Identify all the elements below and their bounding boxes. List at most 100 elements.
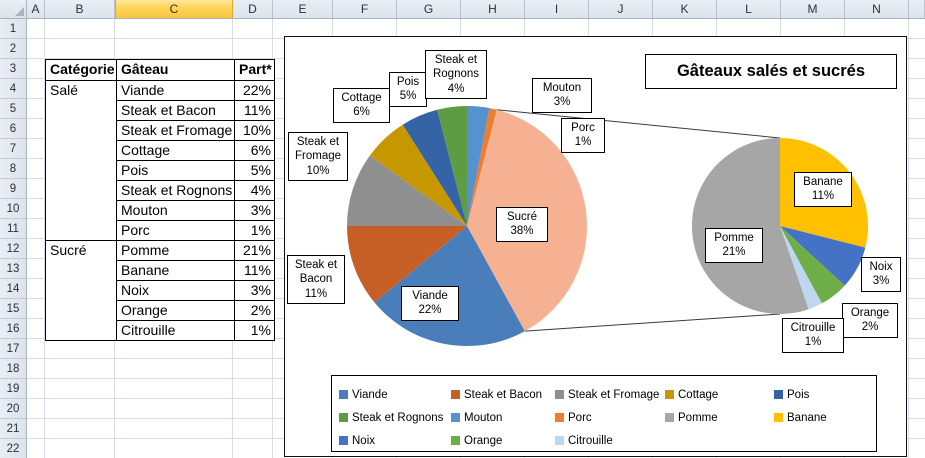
row-header-8[interactable]: 8: [0, 159, 27, 179]
row-header-6[interactable]: 6: [0, 119, 27, 139]
legend-item-porc[interactable]: Porc: [555, 406, 665, 429]
table-gateau-cell[interactable]: Orange: [116, 300, 234, 320]
table-header-cell[interactable]: Gâteau: [116, 60, 234, 80]
row-header-2[interactable]: 2: [0, 39, 27, 59]
table-gateau-cell[interactable]: Pois: [116, 160, 234, 180]
pie-data-label[interactable]: Steak et Fromage 10%: [288, 132, 348, 182]
pie-of-pie-chart[interactable]: Gâteaux salés et sucrés Steak et Fromage…: [284, 36, 907, 457]
column-header-m[interactable]: M: [781, 0, 845, 19]
table-category-cell[interactable]: Salé: [46, 80, 116, 240]
row-header-15[interactable]: 15: [0, 299, 27, 319]
legend-item-citrouille[interactable]: Citrouille: [555, 429, 665, 452]
row-header-10[interactable]: 10: [0, 199, 27, 219]
select-all-corner[interactable]: [0, 0, 27, 19]
table-gateau-cell[interactable]: Steak et Fromage: [116, 120, 234, 140]
pie-data-label[interactable]: Pomme 21%: [705, 228, 763, 263]
row-header-16[interactable]: 16: [0, 319, 27, 339]
pie-slice-secondary-orange[interactable]: [780, 226, 845, 304]
table-gateau-cell[interactable]: Steak et Bacon: [116, 100, 234, 120]
column-header-a[interactable]: A: [27, 0, 45, 19]
table-part-cell[interactable]: 1%: [234, 320, 274, 340]
legend-item-orange[interactable]: Orange: [451, 429, 555, 452]
pie-slice-secondary-noix[interactable]: [780, 226, 866, 286]
pie-slice-secondary-citrouille[interactable]: [780, 226, 822, 310]
table-category-cell[interactable]: Sucré: [46, 240, 116, 340]
row-header-12[interactable]: 12: [0, 239, 27, 259]
pie-slice-main-mouton[interactable]: [467, 105, 490, 226]
column-header-j[interactable]: J: [589, 0, 653, 19]
pie-slice-main-steak-et-bacon[interactable]: [347, 226, 467, 303]
column-header-i[interactable]: I: [525, 0, 589, 19]
column-header-c[interactable]: C: [115, 0, 233, 19]
table-gateau-cell[interactable]: Noix: [116, 280, 234, 300]
table-part-cell[interactable]: 11%: [234, 100, 274, 120]
table-part-cell[interactable]: 10%: [234, 120, 274, 140]
legend-item-cottage[interactable]: Cottage: [665, 383, 774, 406]
row-header-20[interactable]: 20: [0, 399, 27, 419]
pie-data-label[interactable]: Steak et Rognons 4%: [425, 50, 487, 100]
legend-item-viande[interactable]: Viande: [339, 383, 451, 406]
column-header-n[interactable]: N: [845, 0, 909, 19]
legend-item-steak-et-fromage[interactable]: Steak et Fromage: [555, 383, 665, 406]
pie-data-label[interactable]: Porc 1%: [561, 118, 605, 153]
table-gateau-cell[interactable]: Steak et Rognons: [116, 180, 234, 200]
pie-slice-main-steak-et-rognons[interactable]: [437, 106, 467, 226]
row-header-14[interactable]: 14: [0, 279, 27, 299]
table-gateau-cell[interactable]: Mouton: [116, 200, 234, 220]
row-header-1[interactable]: 1: [0, 19, 27, 39]
table-part-cell[interactable]: 22%: [234, 80, 274, 100]
pie-slice-main-porc[interactable]: [467, 108, 497, 226]
legend-item-steak-et-rognons[interactable]: Steak et Rognons: [339, 406, 451, 429]
pie-data-label[interactable]: Cottage 6%: [333, 88, 390, 123]
table-part-cell[interactable]: 21%: [234, 240, 274, 260]
table-part-cell[interactable]: 11%: [234, 260, 274, 280]
row-header-22[interactable]: 22: [0, 439, 27, 458]
pie-data-label[interactable]: Banane 11%: [794, 172, 852, 207]
column-header-b[interactable]: B: [45, 0, 115, 19]
column-header-l[interactable]: L: [717, 0, 781, 19]
table-gateau-cell[interactable]: Banane: [116, 260, 234, 280]
chart-legend[interactable]: Viande Steak et Bacon Steak et Fromage Cott…: [331, 375, 877, 452]
pie-data-label[interactable]: Orange 2%: [842, 303, 898, 338]
row-header-4[interactable]: 4: [0, 79, 27, 99]
row-header-7[interactable]: 7: [0, 139, 27, 159]
row-header-13[interactable]: 13: [0, 259, 27, 279]
table-gateau-cell[interactable]: Citrouille: [116, 320, 234, 340]
pie-slice-main-steak-et-fromage[interactable]: [347, 155, 467, 227]
row-header-5[interactable]: 5: [0, 99, 27, 119]
legend-item-pomme[interactable]: Pomme: [665, 406, 774, 429]
column-header-f[interactable]: F: [333, 0, 397, 19]
row-header-3[interactable]: 3: [0, 59, 27, 79]
pie-data-label[interactable]: Mouton 3%: [532, 78, 592, 113]
row-header-9[interactable]: 9: [0, 179, 27, 199]
legend-item-banane[interactable]: Banane: [774, 406, 876, 429]
row-header-21[interactable]: 21: [0, 419, 27, 439]
table-part-cell[interactable]: 1%: [234, 220, 274, 240]
pie-data-label[interactable]: Steak et Bacon 11%: [287, 255, 345, 305]
pie-slice-main-pois[interactable]: [402, 109, 467, 226]
pie-data-label[interactable]: Citrouille 1%: [782, 318, 844, 353]
table-header-cell[interactable]: Part*: [234, 60, 274, 80]
table-part-cell[interactable]: 3%: [234, 200, 274, 220]
table-part-cell[interactable]: 2%: [234, 300, 274, 320]
row-header-11[interactable]: 11: [0, 219, 27, 239]
pie-data-label[interactable]: Noix 3%: [861, 257, 901, 292]
legend-item-noix[interactable]: Noix: [339, 429, 451, 452]
table-gateau-cell[interactable]: Pomme: [116, 240, 234, 260]
column-header-d[interactable]: D: [233, 0, 273, 19]
pie-slice-main-cottage[interactable]: [369, 124, 467, 226]
table-part-cell[interactable]: 5%: [234, 160, 274, 180]
table-gateau-cell[interactable]: Porc: [116, 220, 234, 240]
table-part-cell[interactable]: 6%: [234, 140, 274, 160]
legend-item-mouton[interactable]: Mouton: [451, 406, 555, 429]
legend-item-pois[interactable]: Pois: [774, 383, 876, 406]
row-header-18[interactable]: 18: [0, 359, 27, 379]
table-header-cell[interactable]: Catégorie: [50, 61, 115, 77]
table-part-cell[interactable]: 3%: [234, 280, 274, 300]
pie-data-label[interactable]: Viande 22%: [401, 286, 459, 321]
pie-data-label[interactable]: Pois 5%: [389, 72, 427, 107]
column-header-g[interactable]: G: [397, 0, 461, 19]
column-header-h[interactable]: H: [461, 0, 525, 19]
column-header-e[interactable]: E: [273, 0, 333, 19]
pie-slice-secondary-pomme[interactable]: [691, 137, 809, 314]
